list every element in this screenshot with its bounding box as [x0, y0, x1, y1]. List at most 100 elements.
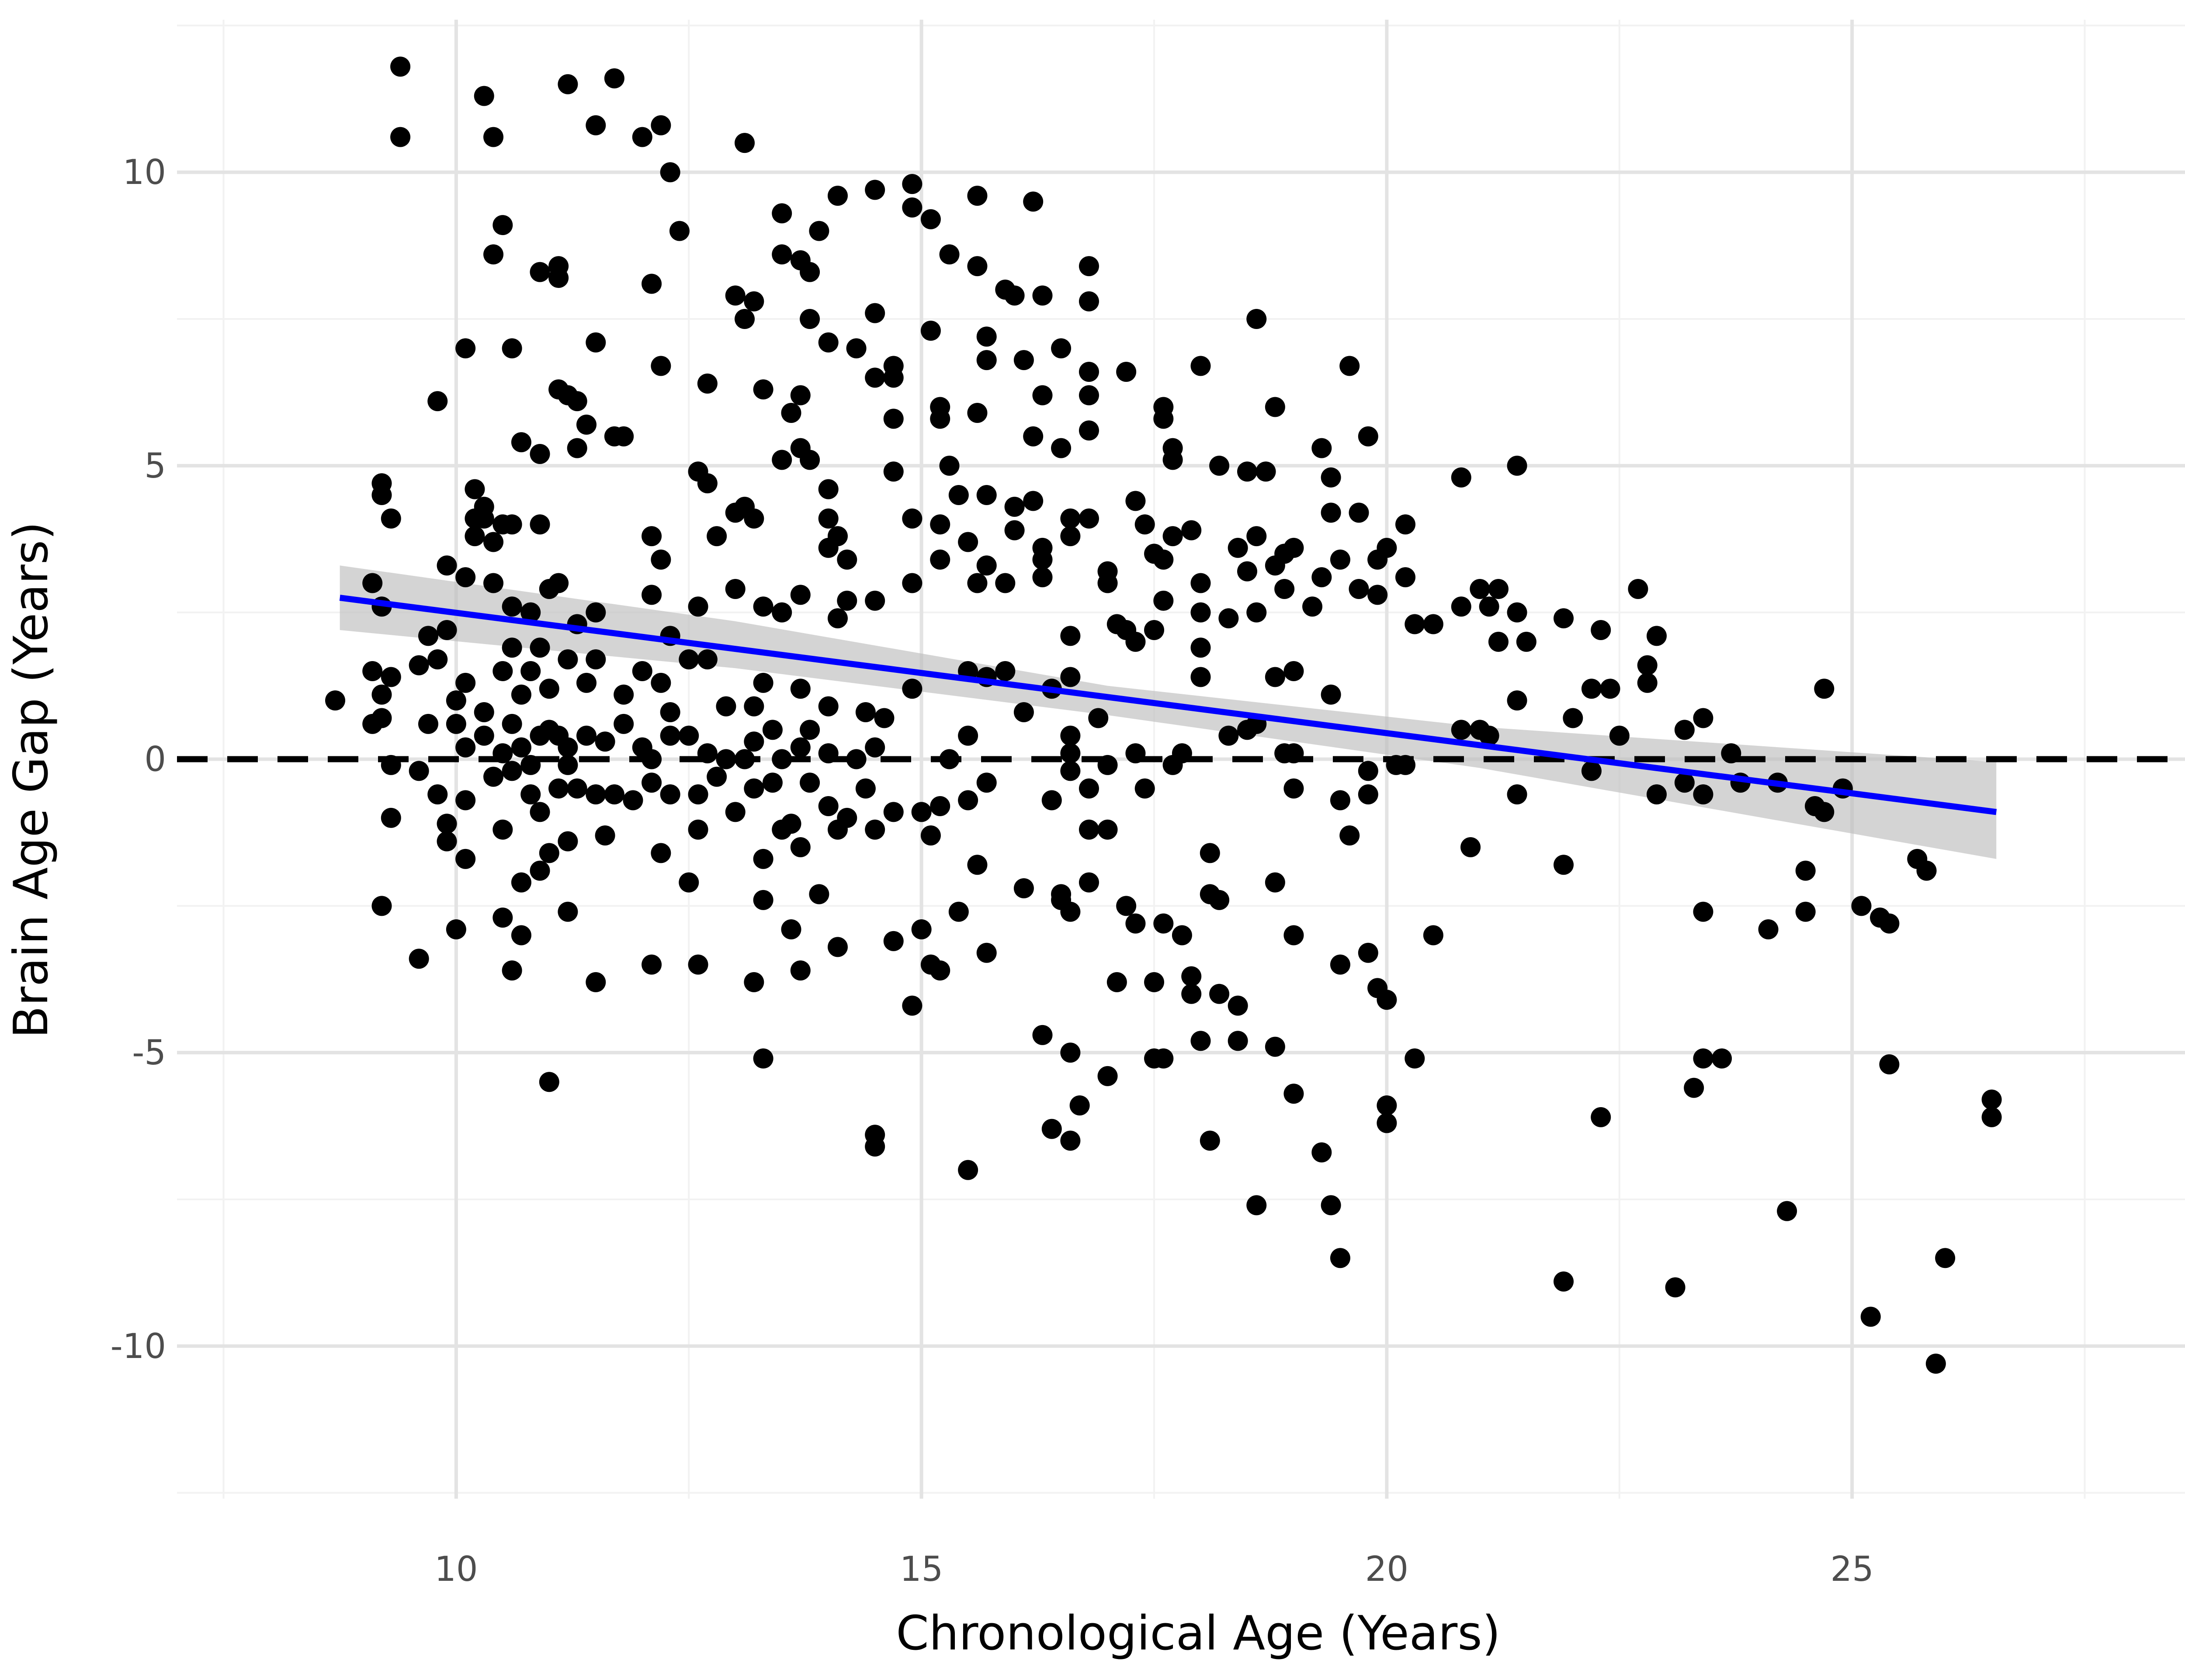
- data-point: [1879, 913, 1900, 934]
- data-point: [409, 949, 429, 969]
- data-point: [362, 573, 383, 593]
- data-point: [492, 661, 513, 682]
- data-point: [1032, 567, 1053, 588]
- data-point: [502, 514, 522, 535]
- data-point: [1684, 1077, 1704, 1098]
- data-point: [800, 262, 820, 282]
- y-tick-label: 10: [123, 153, 166, 192]
- data-point: [483, 127, 504, 147]
- data-point: [1981, 1107, 2002, 1127]
- data-point: [1507, 602, 1527, 623]
- data-point: [855, 778, 876, 799]
- data-point: [576, 725, 597, 746]
- data-point: [1395, 567, 1415, 588]
- data-point: [586, 332, 606, 353]
- data-point: [1190, 637, 1211, 658]
- data-point: [1563, 708, 1583, 728]
- data-point: [1209, 984, 1230, 1004]
- data-point: [1228, 1031, 1248, 1051]
- data-point: [1041, 790, 1062, 811]
- data-point: [1516, 631, 1536, 652]
- data-point: [1013, 350, 1034, 371]
- data-point: [958, 532, 978, 552]
- data-point: [753, 672, 773, 693]
- data-point: [753, 596, 773, 617]
- data-point: [502, 761, 522, 781]
- data-point: [595, 825, 615, 846]
- data-point: [1600, 679, 1620, 699]
- data-point: [1079, 508, 1099, 529]
- data-point: [1981, 1089, 2002, 1110]
- data-point: [902, 573, 923, 593]
- data-point: [1405, 614, 1425, 634]
- data-point: [1265, 1036, 1285, 1057]
- x-tick-label: 10: [434, 1550, 478, 1589]
- data-point: [1377, 1095, 1397, 1116]
- data-point: [1079, 361, 1099, 382]
- data-point: [371, 485, 392, 506]
- data-point: [1060, 743, 1081, 764]
- data-point: [976, 772, 997, 793]
- data-point: [753, 890, 773, 910]
- data-point: [576, 414, 597, 435]
- data-point: [707, 766, 727, 787]
- data-point: [1153, 913, 1174, 934]
- data-point: [1209, 890, 1230, 910]
- data-point: [1079, 420, 1099, 441]
- data-point: [1004, 285, 1025, 306]
- data-point: [474, 86, 494, 106]
- data-point: [502, 596, 522, 617]
- data-point: [818, 479, 839, 499]
- data-point: [502, 637, 522, 658]
- regression-line: [339, 595, 1997, 815]
- data-point: [1190, 1031, 1211, 1051]
- data-point: [1795, 901, 1816, 922]
- data-point: [1609, 725, 1630, 746]
- data-point: [1470, 578, 1490, 599]
- data-point: [939, 244, 960, 265]
- data-point: [855, 702, 876, 723]
- data-point: [1591, 1107, 1611, 1127]
- data-point: [455, 672, 476, 693]
- data-point: [511, 737, 531, 758]
- data-point: [688, 784, 708, 805]
- data-point: [1814, 802, 1835, 822]
- data-point: [688, 954, 708, 975]
- data-point: [1106, 972, 1127, 992]
- data-point: [1246, 1195, 1267, 1216]
- data-point: [1377, 537, 1397, 558]
- data-point: [1218, 725, 1239, 746]
- data-point: [1060, 761, 1081, 781]
- data-point: [558, 755, 578, 775]
- data-point: [1079, 256, 1099, 277]
- data-point: [1283, 661, 1304, 682]
- data-point: [846, 338, 867, 359]
- data-point: [325, 690, 346, 711]
- data-point: [827, 185, 848, 206]
- data-point: [1339, 356, 1360, 376]
- data-point: [1712, 1048, 1732, 1069]
- data-point: [1209, 455, 1230, 476]
- data-point: [818, 537, 839, 558]
- data-point: [1153, 590, 1174, 611]
- data-point: [874, 708, 895, 728]
- data-point: [883, 931, 904, 951]
- data-point: [1013, 702, 1034, 723]
- data-point: [1349, 578, 1369, 599]
- data-point: [772, 819, 792, 840]
- data-point: [474, 508, 494, 529]
- data-point: [1507, 784, 1527, 805]
- data-point: [818, 796, 839, 816]
- data-point: [800, 772, 820, 793]
- data-point: [1693, 1048, 1713, 1069]
- data-point: [967, 256, 988, 277]
- data-point: [1795, 860, 1816, 881]
- data-point: [651, 549, 671, 570]
- data-point: [1060, 901, 1081, 922]
- data-point: [725, 285, 746, 306]
- data-point: [1311, 438, 1332, 458]
- data-point: [502, 714, 522, 734]
- data-points: [325, 56, 2002, 1374]
